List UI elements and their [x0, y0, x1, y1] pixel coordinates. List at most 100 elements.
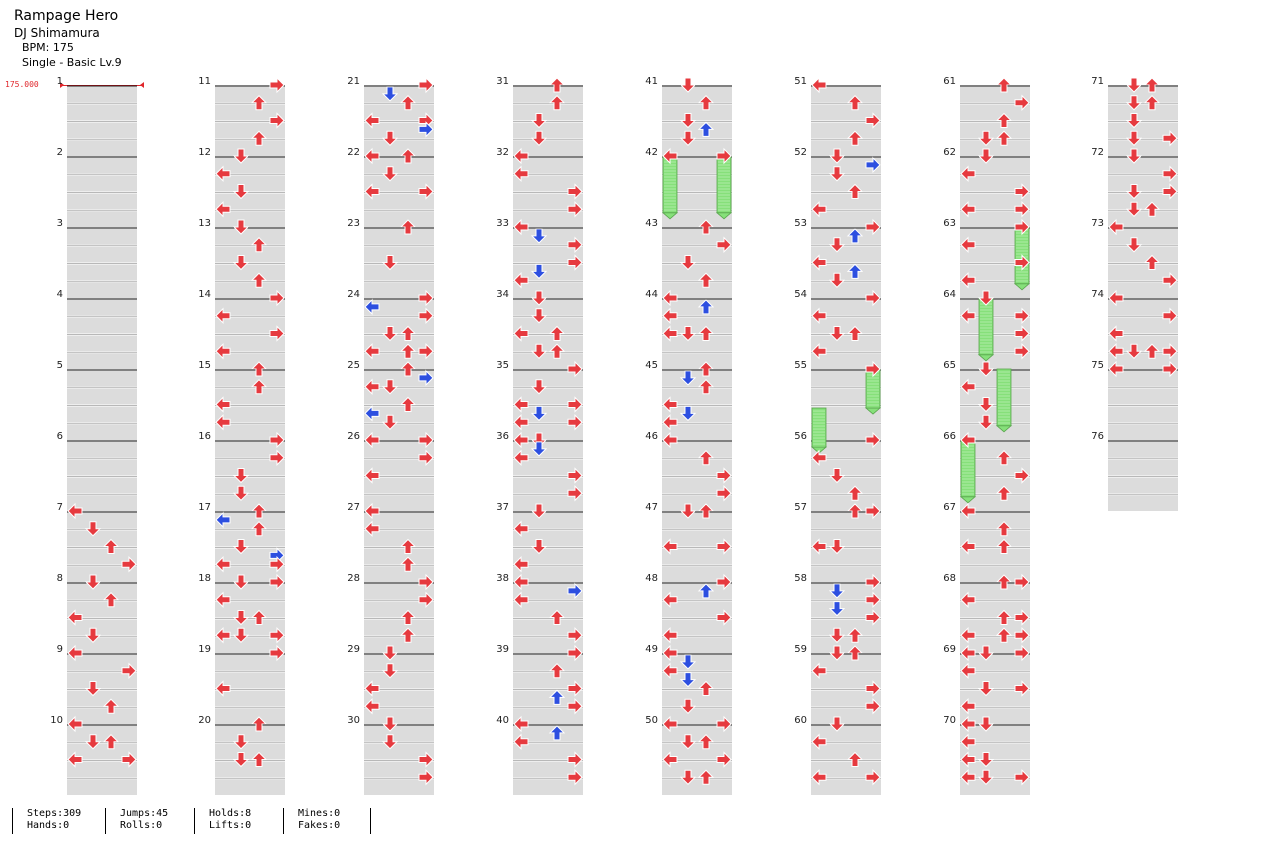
- measure-number: 28: [347, 573, 360, 584]
- beat-band: [513, 87, 583, 103]
- beat-band: [67, 530, 137, 547]
- beat-band: [811, 353, 881, 369]
- note-arrow-left: [811, 343, 827, 360]
- beat-band: [662, 601, 732, 618]
- note-arrow-up: [846, 183, 864, 199]
- beat-band: [1108, 193, 1178, 210]
- note-arrow-up: [995, 130, 1013, 146]
- note-arrow-down: [679, 255, 697, 271]
- note-arrow-down: [679, 654, 697, 670]
- note-arrow-left: [960, 502, 976, 520]
- beat-band: [215, 317, 285, 334]
- note-arrow-down: [977, 716, 995, 732]
- note-arrow-up: [697, 450, 715, 466]
- note-arrow-right: [1162, 272, 1178, 289]
- note-arrow-up: [1143, 77, 1161, 93]
- measure-51: 51: [794, 76, 881, 156]
- note-arrow-left: [960, 431, 976, 449]
- note-arrow-right: [1014, 680, 1030, 697]
- beat-band: [67, 87, 137, 103]
- beat-band: [67, 708, 137, 724]
- beat-band: [67, 761, 137, 778]
- beat-band: [811, 672, 881, 689]
- note-arrow-down: [84, 627, 102, 643]
- bpm-change-label: 175.000: [5, 80, 39, 89]
- note-arrow-up: [102, 538, 120, 554]
- note-arrow-up: [250, 130, 268, 146]
- beat-band: [1108, 104, 1178, 121]
- beat-band: [1108, 371, 1178, 387]
- note-arrow-up: [548, 663, 566, 679]
- note-arrow-right: [418, 431, 434, 449]
- note-arrow-right: [567, 582, 583, 600]
- beat-band: [811, 690, 881, 707]
- beat-band: [215, 477, 285, 494]
- beat-band: [364, 264, 434, 281]
- beat-band: [215, 601, 285, 618]
- note-arrow-left: [513, 396, 529, 413]
- measure-61: 61: [943, 76, 1030, 156]
- measure-7: 7: [57, 502, 137, 582]
- beat-band: [513, 672, 583, 689]
- beat-band: [513, 637, 583, 653]
- beat-band: [513, 371, 583, 387]
- beat-band: [364, 406, 434, 423]
- beat-band: [513, 300, 583, 316]
- beat-band: [215, 566, 285, 582]
- note-arrow-left: [513, 218, 529, 236]
- beat-band: [67, 122, 137, 139]
- note-arrow-left: [364, 680, 380, 697]
- beat-band: [662, 353, 732, 369]
- note-arrow-left: [513, 414, 529, 431]
- hold-note: [959, 439, 977, 504]
- note-arrow-down: [530, 441, 548, 457]
- note-arrow-down: [1125, 113, 1143, 129]
- measure-53: 53: [794, 218, 881, 298]
- measure-number: 10: [50, 715, 63, 726]
- beat-band: [811, 442, 881, 458]
- beat-band: [960, 193, 1030, 210]
- measure-16: 16: [198, 431, 285, 511]
- note-arrow-up: [250, 237, 268, 253]
- measure-37: 37: [496, 502, 583, 582]
- beat-band: [1108, 353, 1178, 369]
- beat-band: [811, 193, 881, 210]
- measure-50: 50: [645, 715, 732, 795]
- measure-67: 67: [943, 502, 1030, 582]
- beat-band: [662, 442, 732, 458]
- beat-band: [215, 548, 285, 565]
- beat-band: [364, 140, 434, 156]
- note-arrow-up: [846, 95, 864, 111]
- measure-39: 39: [496, 644, 583, 724]
- beat-band: [1108, 140, 1178, 156]
- note-arrow-right: [121, 556, 137, 573]
- note-arrow-down: [828, 645, 846, 661]
- note-arrow-up: [846, 485, 864, 501]
- beat-band: [364, 193, 434, 210]
- beat-band: [513, 726, 583, 742]
- note-arrow-left: [811, 538, 827, 555]
- note-arrow-left: [960, 698, 976, 715]
- beat-band: [364, 175, 434, 192]
- beat-band: [662, 87, 732, 103]
- measure-70: 70: [943, 715, 1030, 795]
- note-arrow-down: [232, 610, 250, 626]
- beat-band: [811, 459, 881, 476]
- beat-band: [215, 175, 285, 192]
- beat-band: [811, 282, 881, 298]
- note-arrow-right: [865, 289, 881, 307]
- note-arrow-right: [865, 698, 881, 715]
- note-arrow-up: [995, 609, 1013, 625]
- measure-9: 9: [57, 644, 137, 724]
- note-arrow-right: [865, 431, 881, 449]
- note-arrow-down: [1125, 237, 1143, 253]
- note-arrow-up: [250, 272, 268, 288]
- note-arrow-up: [846, 228, 864, 244]
- measure-number: 27: [347, 502, 360, 513]
- beat-band: [1108, 211, 1178, 227]
- note-arrow-down: [530, 503, 548, 519]
- beat-band: [960, 743, 1030, 760]
- note-arrow-up: [250, 379, 268, 395]
- measure-45: 45: [645, 360, 732, 440]
- beat-band: [960, 388, 1030, 405]
